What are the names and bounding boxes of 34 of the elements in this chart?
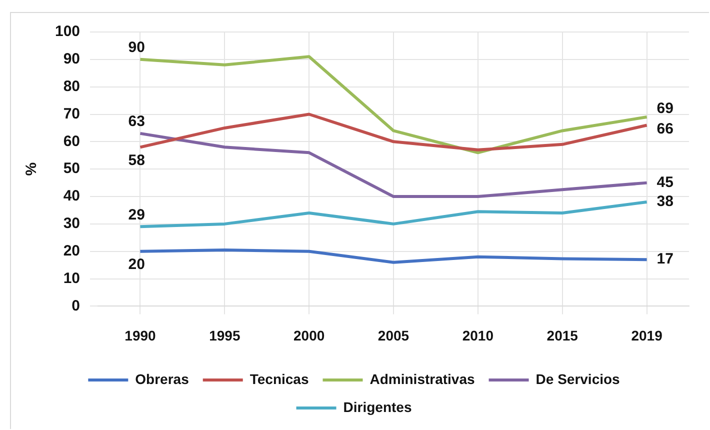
data-label: 38 [656,193,674,210]
y-tick-label: 90 [63,50,80,68]
x-tick-label: 1995 [209,327,240,344]
x-tick-label: 2010 [462,327,494,344]
x-tick-label: 2019 [631,327,663,344]
legend-label: Tecnicas [250,370,309,387]
x-tick-label: 2000 [294,327,325,344]
data-label: 66 [656,120,674,138]
legend-label: De Servicios [536,370,620,387]
data-label: 69 [656,100,674,118]
y-tick-label: 70 [63,105,80,122]
y-tick-label: 40 [63,188,80,205]
data-label: 63 [128,113,145,130]
y-tick-label: 20 [63,242,80,260]
y-tick-label: 60 [63,132,80,150]
y-tick-label: 80 [63,78,80,95]
data-label: 20 [128,256,145,273]
data-label: 58 [128,152,145,169]
y-tick-label: 50 [63,160,80,178]
y-tick-label: 100 [54,23,80,40]
x-tick-label: 2005 [378,327,410,344]
y-axis-title: % [23,162,40,176]
y-tick-label: 30 [63,215,80,232]
legend-label: Obreras [135,370,190,387]
data-label: 29 [128,206,145,224]
data-label: 45 [656,174,674,191]
legend-label: Administrativas [370,370,475,387]
data-label: 90 [128,39,145,56]
y-tick-label: 10 [63,270,80,287]
data-label: 17 [656,250,674,268]
legend-label: Dirigentes [343,398,412,415]
y-tick-label: 0 [72,297,80,314]
x-tick-label: 2015 [546,327,578,344]
x-tick-label: 1990 [124,327,156,344]
